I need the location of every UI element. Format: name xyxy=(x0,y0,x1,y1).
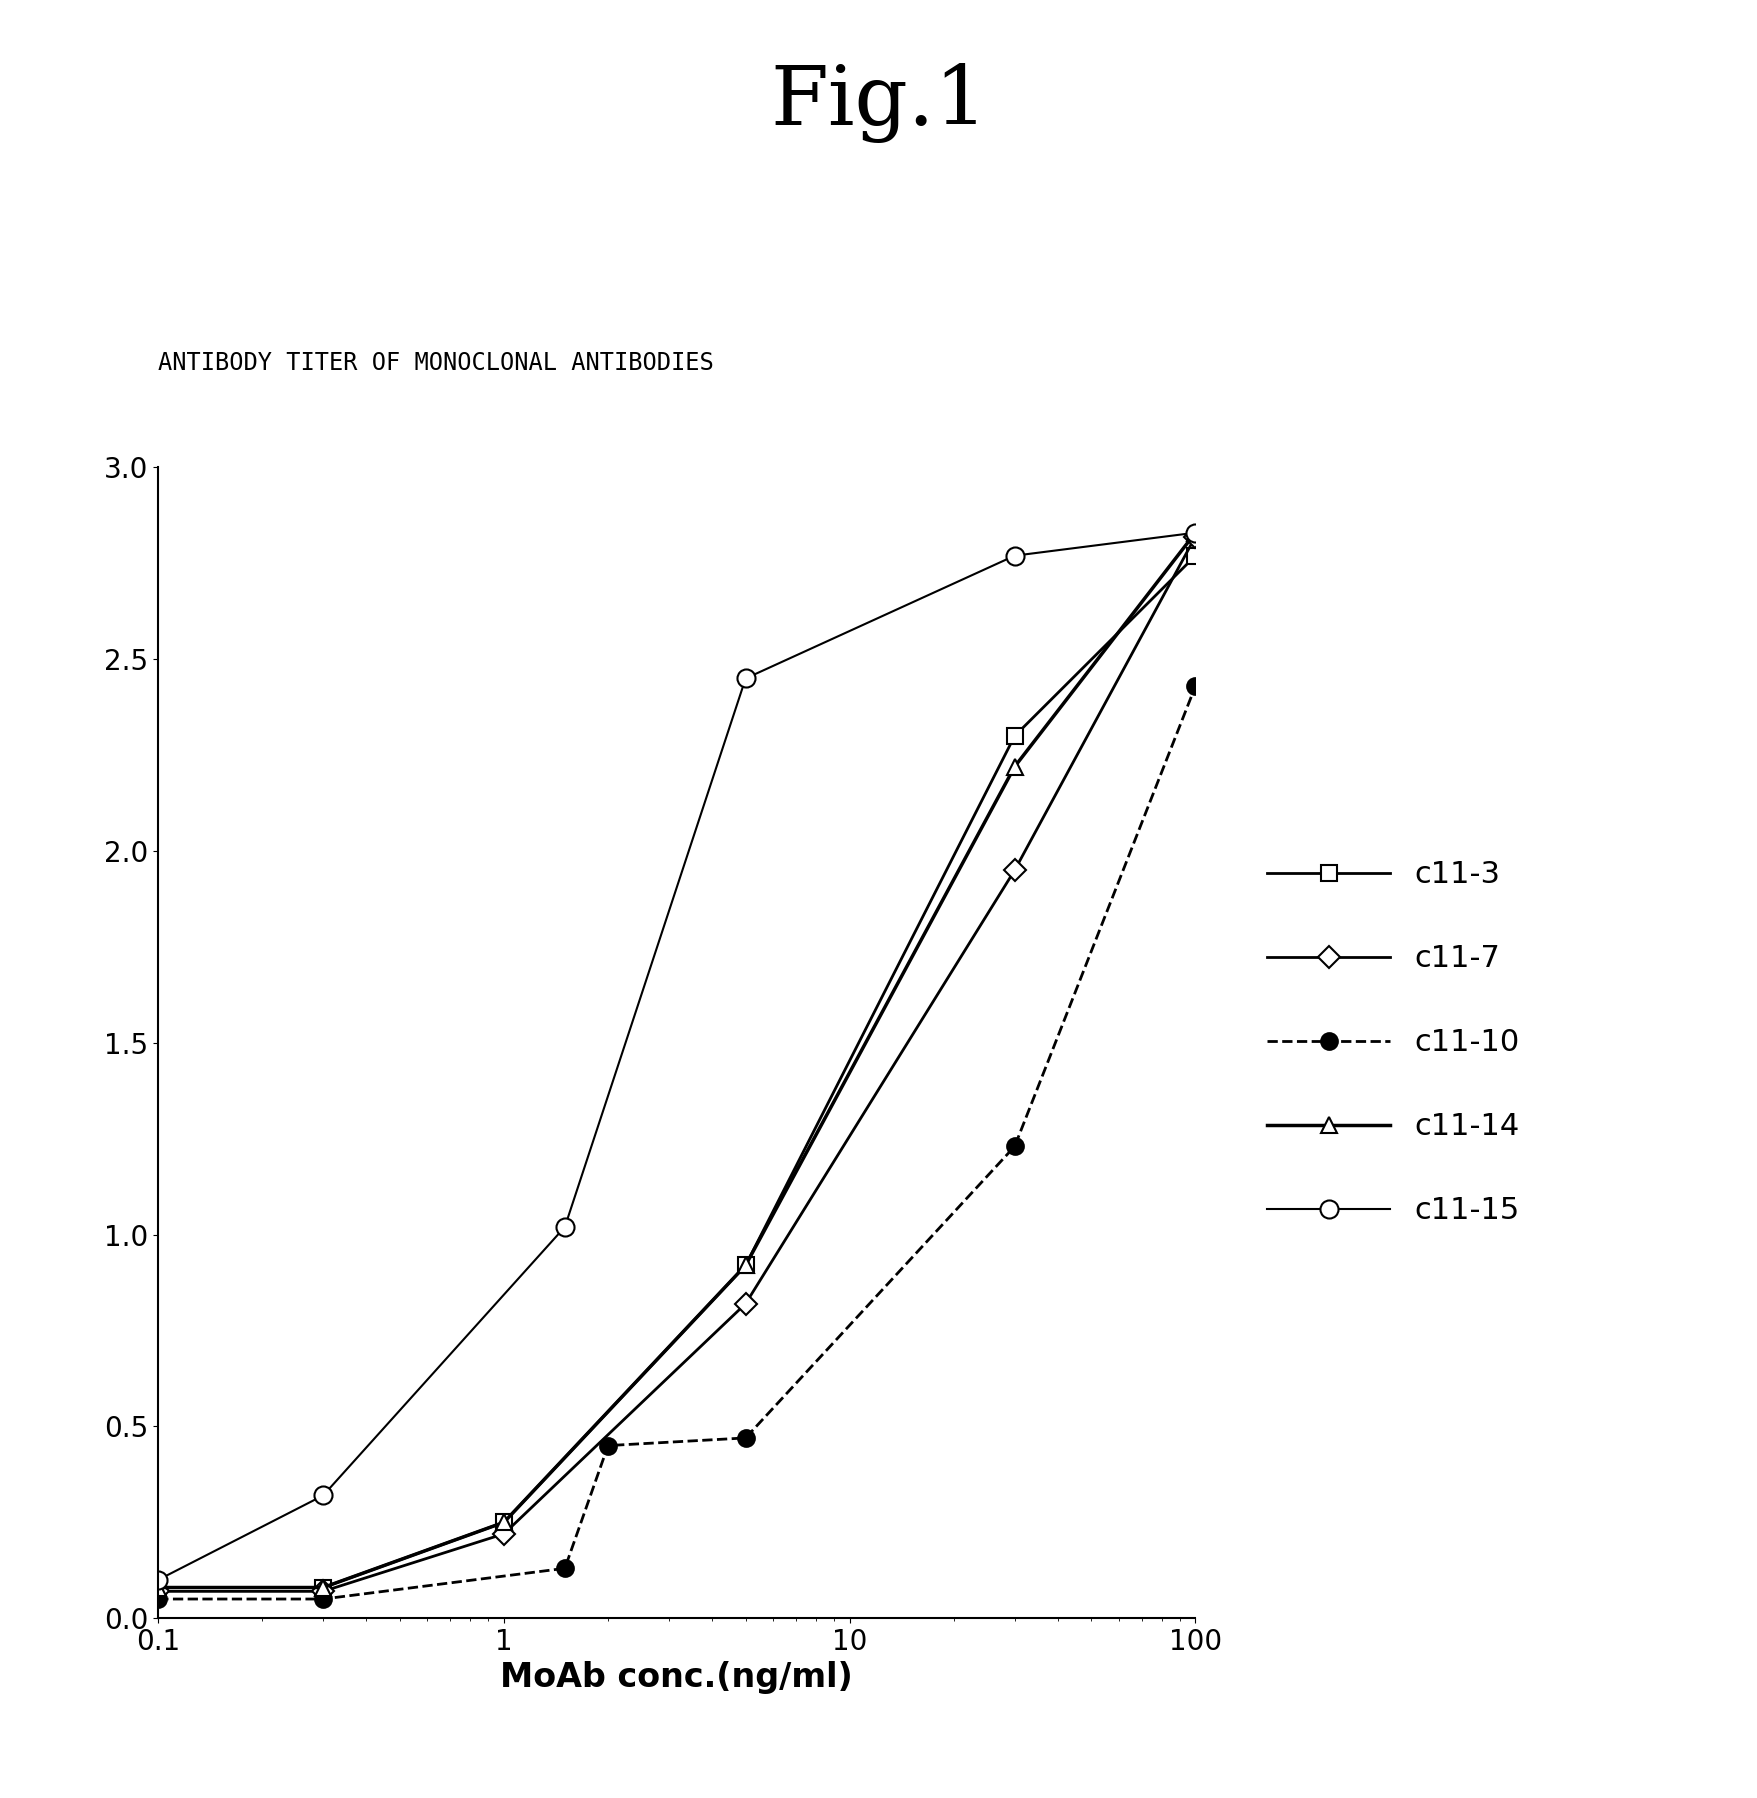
c11-7 xyxy=(148,1580,169,1602)
Legend: c11-3, c11-7, c11-10, c11-14, c11-15: c11-3, c11-7, c11-10, c11-14, c11-15 xyxy=(1251,845,1534,1241)
c11-15 xyxy=(1003,545,1024,566)
c11-15 xyxy=(1184,521,1205,543)
c11-7 xyxy=(734,1293,756,1314)
c11-14 xyxy=(1003,755,1024,777)
c11-14 xyxy=(1184,521,1205,543)
c11-14 xyxy=(494,1512,515,1534)
c11-3 xyxy=(494,1512,515,1534)
X-axis label: MoAb conc.(ng/ml): MoAb conc.(ng/ml) xyxy=(501,1661,852,1694)
Line: c11-10: c11-10 xyxy=(149,678,1204,1607)
c11-15 xyxy=(553,1215,575,1237)
c11-14 xyxy=(734,1255,756,1277)
c11-15 xyxy=(148,1570,169,1591)
c11-14 xyxy=(148,1577,169,1598)
c11-3 xyxy=(148,1577,169,1598)
Text: Fig.1: Fig.1 xyxy=(770,63,987,142)
Line: c11-3: c11-3 xyxy=(151,548,1202,1595)
c11-10 xyxy=(734,1428,756,1449)
c11-10 xyxy=(597,1435,618,1456)
Line: c11-7: c11-7 xyxy=(151,529,1202,1598)
c11-10 xyxy=(553,1557,575,1579)
Line: c11-14: c11-14 xyxy=(151,525,1202,1595)
c11-3 xyxy=(1003,725,1024,746)
c11-10 xyxy=(148,1588,169,1609)
c11-7 xyxy=(1003,859,1024,881)
c11-3 xyxy=(1184,545,1205,566)
c11-7 xyxy=(494,1523,515,1544)
c11-14 xyxy=(313,1577,334,1598)
c11-10 xyxy=(1003,1136,1024,1158)
c11-7 xyxy=(1184,525,1205,547)
c11-10 xyxy=(313,1588,334,1609)
c11-3 xyxy=(734,1255,756,1277)
c11-7 xyxy=(313,1580,334,1602)
c11-10 xyxy=(1184,676,1205,698)
c11-15 xyxy=(313,1485,334,1507)
Text: ANTIBODY TITER OF MONOCLONAL ANTIBODIES: ANTIBODY TITER OF MONOCLONAL ANTIBODIES xyxy=(158,351,713,374)
Line: c11-15: c11-15 xyxy=(149,523,1204,1589)
c11-15 xyxy=(734,667,756,689)
c11-3 xyxy=(313,1577,334,1598)
